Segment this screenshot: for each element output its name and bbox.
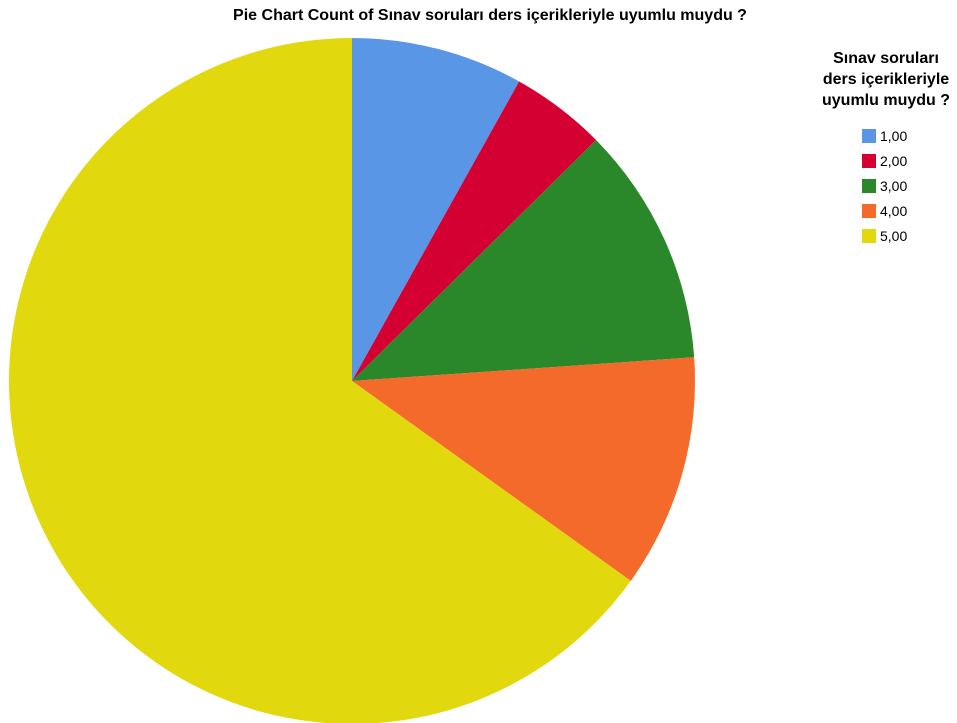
legend-swatch (862, 153, 876, 168)
chart-title: Pie Chart Count of Sınav soruları ders i… (233, 7, 747, 24)
legend-items: 1,00 2,00 3,00 4,00 5,00 (862, 123, 954, 248)
legend-title: Sınav soruları ders içerikleriyle uyumlu… (822, 50, 950, 109)
legend-item: 5,00 (862, 223, 954, 248)
pie-slice (352, 38, 520, 381)
legend-label: 3,00 (880, 177, 908, 194)
legend-item: 1,00 (862, 123, 954, 148)
legend-item: 4,00 (862, 198, 954, 223)
pie-slice (352, 357, 695, 581)
legend-label: 2,00 (880, 152, 908, 169)
legend-item: 2,00 (862, 148, 954, 173)
legend-swatch (862, 228, 876, 243)
legend-item: 3,00 (862, 173, 954, 198)
legend-swatch (862, 203, 876, 218)
legend-label: 1,00 (880, 127, 908, 144)
pie-slice (352, 139, 695, 381)
pie-slice (352, 81, 597, 381)
legend: Sınav soruları ders içerikleriyle uyumlu… (818, 48, 954, 248)
legend-swatch (862, 128, 876, 143)
legend-label: 5,00 (880, 227, 908, 244)
pie-slice (9, 38, 631, 723)
legend-swatch (862, 178, 876, 193)
legend-label: 4,00 (880, 202, 908, 219)
